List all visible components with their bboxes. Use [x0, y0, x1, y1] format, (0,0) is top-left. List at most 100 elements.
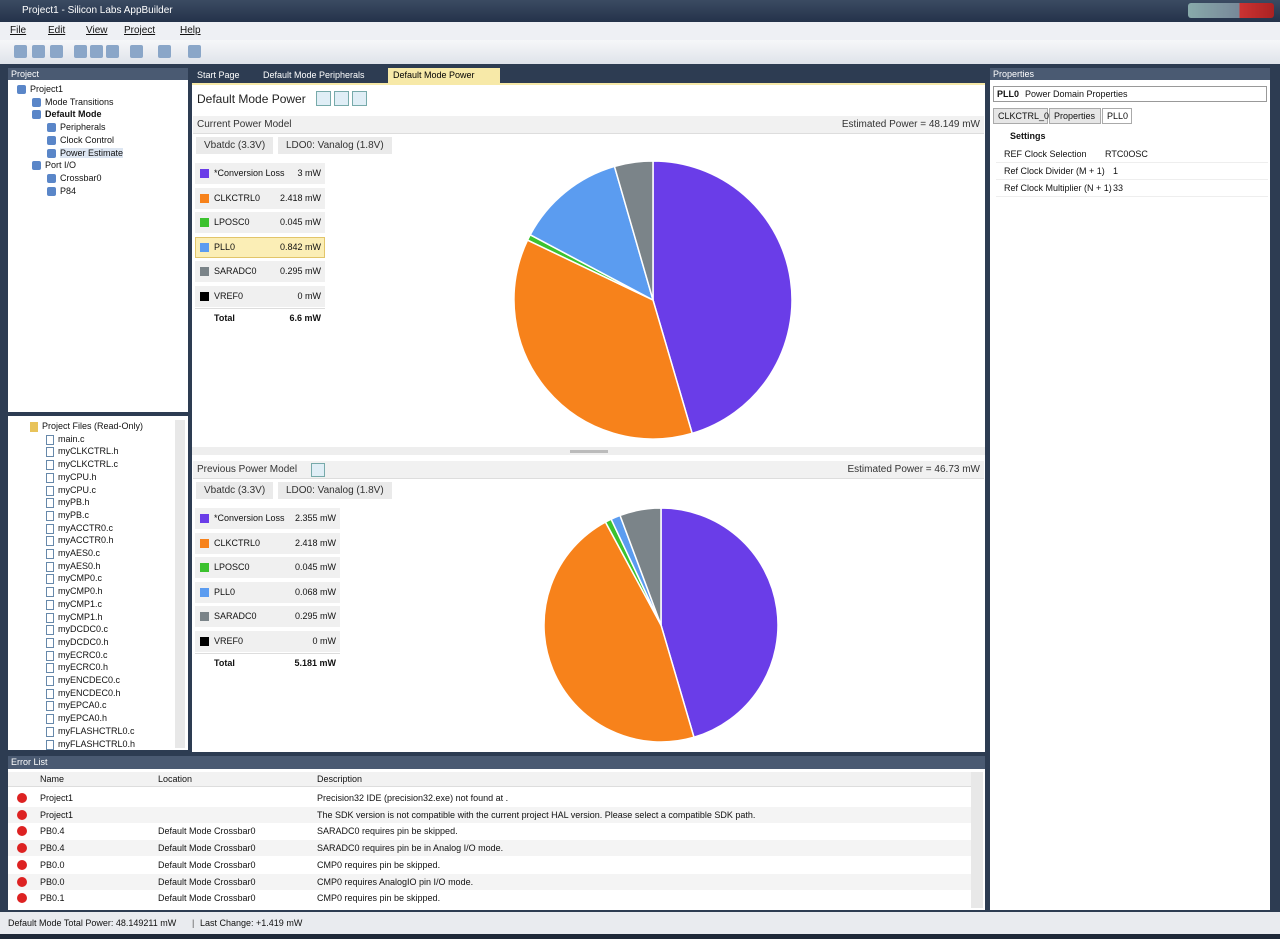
- file-item[interactable]: myFLASHCTRL0.c: [58, 725, 135, 736]
- file-item[interactable]: myEPCA0.c: [58, 700, 107, 711]
- menu-item[interactable]: File: [10, 25, 27, 36]
- menu-item[interactable]: View: [86, 25, 108, 36]
- file-item[interactable]: myCMP1.c: [58, 598, 103, 609]
- legend-row[interactable]: [195, 581, 340, 603]
- legend-row[interactable]: [195, 557, 340, 578]
- file-icon: [46, 726, 54, 737]
- file-item[interactable]: myENCDEC0.h: [58, 687, 121, 698]
- tab[interactable]: Default Mode Power: [388, 68, 500, 83]
- file-item[interactable]: myACCTR0.h: [58, 535, 114, 546]
- file-item[interactable]: myDCDC0.h: [58, 636, 109, 647]
- legend-row[interactable]: [195, 212, 325, 233]
- scrollbar: [971, 772, 983, 908]
- error-row[interactable]: [8, 856, 973, 873]
- file-item[interactable]: myCMP1.h: [58, 611, 103, 622]
- toolbar-button[interactable]: [50, 45, 63, 58]
- file-item[interactable]: myENCDEC0.c: [58, 675, 121, 685]
- property-value[interactable]: 33: [1113, 183, 1124, 193]
- tree-item[interactable]: Power Estimate: [60, 147, 124, 158]
- menu-item[interactable]: Edit: [48, 25, 66, 36]
- legend-row[interactable]: [195, 236, 325, 258]
- file-item[interactable]: myCLKCTRL.c: [58, 459, 119, 470]
- breadcrumb[interactable]: Vbatdc (3.3V): [196, 482, 274, 499]
- file-item[interactable]: myAES0.c: [58, 548, 101, 558]
- property-tab[interactable]: PLL0: [1102, 108, 1132, 124]
- legend-row[interactable]: [195, 163, 325, 184]
- toolbar-button[interactable]: [74, 45, 87, 58]
- tree-item[interactable]: Project1: [30, 84, 64, 94]
- legend-row[interactable]: [195, 532, 340, 554]
- panel-title: Project: [11, 69, 40, 79]
- tree-item[interactable]: Crossbar0: [60, 172, 102, 183]
- legend-row[interactable]: [195, 508, 340, 529]
- file-item[interactable]: myEPCA0.h: [58, 713, 108, 724]
- tree-item[interactable]: Port I/O: [45, 160, 77, 171]
- selector[interactable]: [993, 86, 1267, 102]
- estimated-power: Estimated Power = 48.149 mW: [841, 119, 980, 130]
- property-tab[interactable]: CLKCTRL_0: [993, 108, 1049, 124]
- tree-item[interactable]: P84: [60, 185, 77, 196]
- toolbar-button[interactable]: [90, 45, 103, 58]
- file-item[interactable]: myPB.h: [58, 497, 90, 508]
- property-tab[interactable]: Properties: [1049, 108, 1101, 124]
- toolbar: [0, 40, 1280, 64]
- legend-name: VREF0: [214, 290, 244, 301]
- error-row[interactable]: [8, 806, 973, 823]
- file-item[interactable]: main.c: [58, 433, 85, 444]
- tab[interactable]: Start Page: [197, 70, 240, 80]
- property-value[interactable]: 1: [1113, 166, 1119, 176]
- file-item[interactable]: myACCTR0.c: [58, 522, 114, 533]
- toolbar-button[interactable]: [130, 45, 143, 58]
- file-item[interactable]: myECRC0.c: [58, 649, 108, 660]
- file-item[interactable]: myCMP0.c: [58, 573, 103, 584]
- tree-item[interactable]: Clock Control: [60, 134, 115, 145]
- editor-button[interactable]: [352, 91, 367, 106]
- error-icon: [17, 809, 27, 820]
- column-title: Description: [317, 774, 363, 784]
- tree-item[interactable]: Peripherals: [60, 122, 106, 133]
- menu-item[interactable]: Project: [124, 25, 156, 36]
- toolbar-button[interactable]: [32, 45, 45, 58]
- file-item[interactable]: myECRC0.h: [58, 662, 109, 673]
- error-row[interactable]: [8, 823, 973, 840]
- breadcrumb[interactable]: LDO0: Vanalog (1.8V): [278, 482, 392, 499]
- breadcrumb[interactable]: Vbatdc (3.3V): [196, 137, 274, 154]
- file-item[interactable]: Project Files (Read-Only): [42, 421, 144, 431]
- legend-row[interactable]: [195, 630, 340, 652]
- total-value: 5.181 mW: [294, 658, 336, 668]
- model-button[interactable]: [311, 463, 325, 477]
- tree-item[interactable]: Default Mode: [45, 109, 102, 120]
- menu-item[interactable]: Help: [180, 25, 201, 36]
- tree-item[interactable]: Mode Transitions: [45, 96, 114, 107]
- legend-name: PLL0: [214, 241, 236, 252]
- file-item[interactable]: myCPU.c: [58, 484, 96, 495]
- legend-row[interactable]: [195, 606, 340, 627]
- legend-row[interactable]: [195, 261, 325, 282]
- editor-button[interactable]: [316, 91, 331, 106]
- legend-name: SARADC0: [214, 266, 257, 276]
- tree-icon: [32, 161, 41, 171]
- file-item[interactable]: myCPU.h: [58, 471, 97, 482]
- legend-row[interactable]: [195, 187, 325, 209]
- toolbar-button[interactable]: [188, 45, 201, 58]
- property-value[interactable]: RTC0OSC: [1105, 149, 1148, 159]
- toolbar-button[interactable]: [158, 45, 171, 58]
- legend-value: 0.068 mW: [294, 586, 336, 597]
- error-row[interactable]: [8, 873, 973, 890]
- error-cell: Default Mode Crossbar0: [158, 876, 256, 887]
- toolbar-button[interactable]: [14, 45, 27, 58]
- file-item[interactable]: myDCDC0.c: [58, 624, 109, 635]
- editor-button[interactable]: [334, 91, 349, 106]
- file-item[interactable]: myCLKCTRL.h: [58, 446, 119, 457]
- file-item[interactable]: myAES0.h: [58, 560, 101, 571]
- file-item[interactable]: myPB.c: [58, 509, 90, 520]
- file-item[interactable]: myFLASHCTRL0.h: [58, 738, 136, 749]
- breadcrumb[interactable]: LDO0: Vanalog (1.8V): [278, 137, 392, 154]
- tab[interactable]: Default Mode Peripherals: [263, 70, 365, 80]
- toolbar-button[interactable]: [106, 45, 119, 58]
- legend-row[interactable]: [195, 285, 325, 307]
- error-row[interactable]: [8, 790, 973, 806]
- error-row[interactable]: [8, 890, 973, 907]
- error-row[interactable]: [8, 840, 973, 857]
- file-item[interactable]: myCMP0.h: [58, 586, 103, 597]
